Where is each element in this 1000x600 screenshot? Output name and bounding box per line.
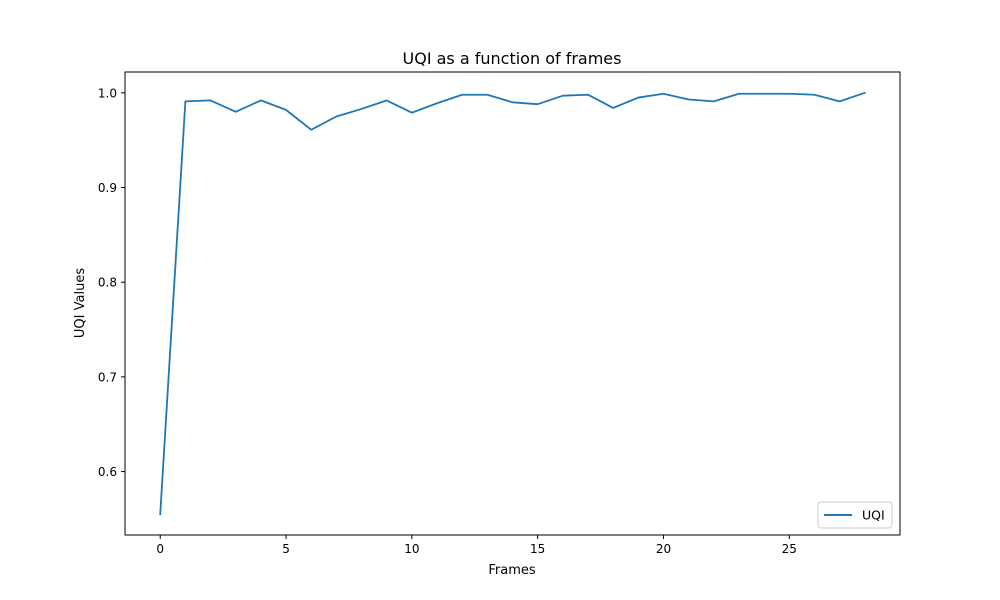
y-tick-label: 0.8 xyxy=(98,276,117,290)
y-axis: 0.6 0.7 0.8 0.9 1.0 xyxy=(98,86,125,479)
series-line-uqi xyxy=(159,91,866,516)
legend-label: UQI xyxy=(862,508,885,523)
legend: UQI xyxy=(817,501,893,529)
x-tick-label: 25 xyxy=(782,542,797,556)
plot-area xyxy=(159,91,866,516)
x-tick-label: 20 xyxy=(656,542,671,556)
y-tick-label: 0.9 xyxy=(98,181,117,195)
plot-frame xyxy=(124,71,901,536)
x-axis: 0 5 10 15 20 25 xyxy=(156,535,797,556)
chart-title: UQI as a function of frames xyxy=(403,49,622,68)
x-tick-label: 0 xyxy=(156,542,164,556)
y-axis-label: UQI Values xyxy=(73,268,88,338)
y-tick-label: 0.6 xyxy=(98,465,117,479)
x-axis-label: Frames xyxy=(488,563,536,578)
x-tick-label: 5 xyxy=(282,542,290,556)
legend-box xyxy=(817,501,893,529)
x-tick-label: 15 xyxy=(530,542,545,556)
x-tick-label: 10 xyxy=(404,542,419,556)
y-tick-label: 1.0 xyxy=(98,86,117,100)
y-tick-label: 0.7 xyxy=(98,370,117,384)
